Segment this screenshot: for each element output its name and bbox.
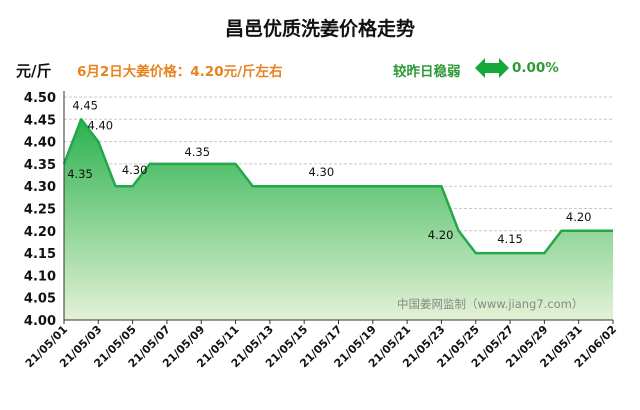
- y-tick-label: 4.15: [24, 247, 56, 262]
- y-tick-label: 4.45: [24, 113, 56, 128]
- data-label: 4.20: [428, 228, 454, 242]
- change-label: 较昨日稳弱: [393, 64, 461, 80]
- y-tick-label: 4.50: [24, 91, 56, 106]
- data-label: 4.20: [566, 210, 592, 224]
- y-tick-label: 4.30: [24, 180, 56, 195]
- data-label: 4.30: [309, 165, 335, 179]
- change-value: 0.00%: [512, 60, 559, 76]
- data-labels: 4.35 4.45 4.40 4.30 4.35 4.30 4.20 4.15 4.20: [67, 98, 591, 246]
- y-tick-label: 4.35: [24, 158, 56, 173]
- data-label: 4.35: [67, 167, 93, 181]
- y-tick-label: 4.20: [24, 225, 56, 240]
- watermark: 中国姜网监制（www.jiang7.com）: [397, 297, 583, 311]
- price-note: 6月2日大姜价格：4.20元/斤左右: [77, 64, 283, 80]
- y-tick-label: 4.00: [24, 314, 56, 329]
- x-axis-ticks: 21/05/0121/05/0321/05/0521/05/0721/05/09…: [23, 320, 619, 370]
- price-area: [62, 118, 613, 320]
- y-tick-label: 4.25: [24, 203, 56, 218]
- chart-title: 昌邑优质洗姜价格走势: [224, 18, 415, 40]
- unit-label: 元/斤: [16, 62, 52, 80]
- data-label: 4.40: [88, 119, 114, 133]
- double-arrow-icon: [475, 58, 509, 78]
- data-label: 4.35: [184, 145, 210, 159]
- y-tick-label: 4.10: [24, 269, 56, 284]
- data-label: 4.30: [122, 163, 148, 177]
- price-line: [62, 118, 613, 255]
- area-fill: [64, 119, 613, 320]
- y-axis-ticks: 4.00 4.05 4.10 4.15 4.20 4.25 4.30 4.35 4.40 4.45…: [24, 91, 56, 329]
- y-tick-label: 4.05: [24, 292, 56, 307]
- y-tick-label: 4.40: [24, 136, 56, 151]
- data-label: 4.15: [497, 232, 523, 246]
- data-label: 4.45: [72, 98, 98, 112]
